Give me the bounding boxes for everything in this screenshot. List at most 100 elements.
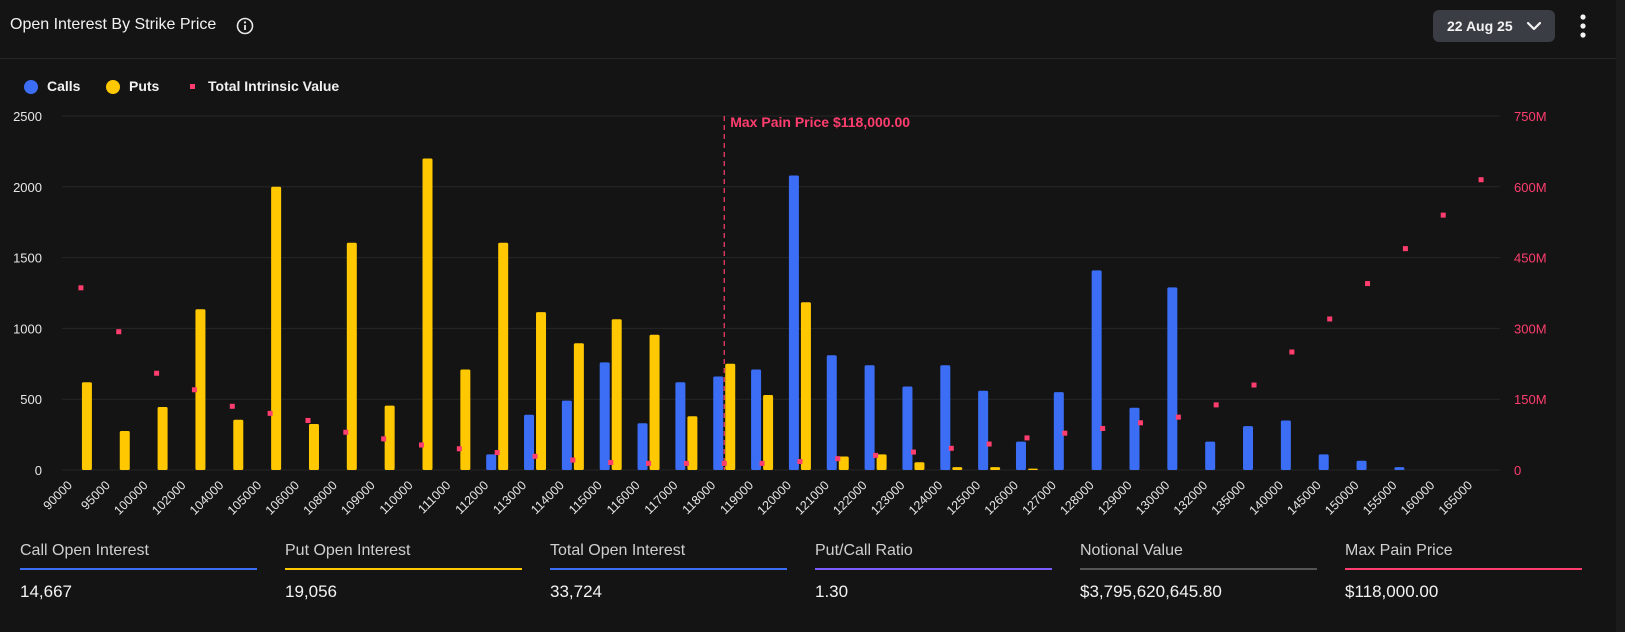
puts-bar bbox=[460, 369, 471, 470]
intrinsic-value-point bbox=[305, 417, 311, 423]
stat-label: Put/Call Ratio bbox=[815, 542, 913, 559]
puts-bar bbox=[763, 394, 774, 470]
intrinsic-value-point bbox=[797, 459, 803, 465]
stat-underline bbox=[285, 568, 522, 570]
puts-bar bbox=[271, 186, 282, 471]
intrinsic-value-point bbox=[1327, 316, 1333, 322]
intrinsic-value-point bbox=[683, 460, 689, 466]
stat-put-open-interest: Put Open Interest 19,056 bbox=[285, 542, 522, 602]
x-tick-label: 122000 bbox=[830, 478, 869, 517]
stat-value: $118,000.00 bbox=[1345, 582, 1439, 601]
calls-bar bbox=[940, 365, 951, 470]
calls-bar bbox=[751, 369, 762, 470]
x-tick-label: 135000 bbox=[1209, 478, 1248, 517]
x-tick-label: 130000 bbox=[1133, 478, 1172, 517]
stat-value: 33,724 bbox=[550, 582, 602, 601]
puts-bar bbox=[914, 462, 925, 470]
puts-bar bbox=[990, 467, 1001, 470]
y-left-tick-label: 500 bbox=[20, 392, 42, 407]
calls-bar bbox=[637, 423, 648, 470]
intrinsic-value-point bbox=[1213, 402, 1219, 408]
stat-max-pain-price: Max Pain Price $118,000.00 bbox=[1345, 542, 1582, 602]
summary-stats: Call Open Interest 14,667 Put Open Inter… bbox=[0, 536, 1616, 632]
x-tick-label: 119000 bbox=[717, 478, 756, 517]
stat-underline bbox=[20, 568, 257, 570]
x-tick-label: 150000 bbox=[1322, 478, 1361, 517]
puts-bar bbox=[498, 242, 509, 470]
intrinsic-value-point bbox=[1100, 425, 1106, 431]
y-left-tick-label: 2500 bbox=[13, 109, 42, 124]
calls-bar bbox=[713, 376, 724, 470]
calls-bar bbox=[599, 362, 610, 470]
stat-underline bbox=[1345, 568, 1582, 570]
calls-bar bbox=[1394, 467, 1405, 470]
x-tick-label: 155000 bbox=[1360, 478, 1399, 517]
puts-bar bbox=[422, 158, 433, 471]
stat-notional-value: Notional Value $3,795,620,645.80 bbox=[1080, 542, 1317, 602]
puts-bar bbox=[800, 302, 811, 470]
calls-bar bbox=[1167, 287, 1178, 470]
stat-underline bbox=[1080, 568, 1317, 570]
intrinsic-value-point bbox=[78, 285, 84, 291]
intrinsic-value-point bbox=[646, 460, 652, 466]
calls-swatch bbox=[24, 80, 38, 94]
calls-bar bbox=[1053, 392, 1064, 470]
calls-bar bbox=[788, 175, 799, 471]
y-right-tick-label: 450M bbox=[1514, 251, 1547, 266]
calls-bar bbox=[1243, 426, 1254, 470]
puts-bar bbox=[573, 343, 584, 470]
x-tick-label: 106000 bbox=[263, 478, 302, 517]
intrinsic-value-point bbox=[873, 452, 879, 458]
y-right-tick-label: 0 bbox=[1514, 463, 1521, 478]
puts-bar bbox=[687, 416, 698, 470]
x-tick-label: 113000 bbox=[490, 478, 529, 517]
puts-bar bbox=[119, 431, 130, 470]
intrinsic-value-point bbox=[1251, 382, 1257, 388]
x-tick-label: 114000 bbox=[528, 478, 567, 517]
y-left-tick-label: 1500 bbox=[13, 251, 42, 266]
x-tick-label: 105000 bbox=[225, 478, 264, 517]
puts-bar bbox=[233, 419, 244, 470]
calls-bar bbox=[561, 400, 572, 470]
intrinsic-value-point bbox=[948, 445, 954, 451]
y-left-tick-label: 0 bbox=[35, 463, 42, 478]
intrinsic-value-point bbox=[986, 441, 992, 447]
x-tick-label: 117000 bbox=[642, 478, 681, 517]
x-tick-label: 127000 bbox=[1020, 478, 1059, 517]
x-tick-label: 126000 bbox=[982, 478, 1021, 517]
max-pain-label: Max Pain Price $118,000.00 bbox=[730, 114, 910, 130]
more-options-icon[interactable] bbox=[1575, 12, 1591, 42]
x-tick-label: 125000 bbox=[944, 478, 983, 517]
intrinsic-value-point bbox=[1062, 430, 1068, 436]
intrinsic-value-point bbox=[116, 329, 122, 335]
open-interest-chart: 0 500 1000 1500 2000 2500 0 150M 300M 450M 600M 750… bbox=[13, 109, 1547, 518]
x-tick-label: 128000 bbox=[1057, 478, 1096, 517]
stat-value: 19,056 bbox=[285, 582, 337, 601]
puts-bar bbox=[876, 454, 887, 470]
x-tick-label: 111000 bbox=[415, 478, 453, 516]
expiry-date-dropdown[interactable]: 22 Aug 25 bbox=[1433, 10, 1555, 42]
stat-total-open-interest: Total Open Interest 33,724 bbox=[550, 542, 787, 602]
chevron-down-icon bbox=[1526, 21, 1542, 31]
stat-put-call-ratio: Put/Call Ratio 1.30 bbox=[815, 542, 1052, 602]
intrinsic-value-point bbox=[835, 456, 841, 462]
calls-bar bbox=[675, 382, 686, 470]
info-icon[interactable] bbox=[236, 17, 254, 35]
puts-swatch bbox=[106, 80, 120, 94]
scrollbar[interactable] bbox=[1616, 0, 1625, 632]
calls-bar bbox=[486, 454, 497, 470]
intrinsic-value-point bbox=[191, 387, 197, 393]
intrinsic-value-point bbox=[1365, 281, 1371, 287]
legend-label-calls: Calls bbox=[47, 78, 81, 94]
puts-bar bbox=[157, 406, 168, 470]
y-right-tick-label: 300M bbox=[1514, 321, 1547, 336]
intrinsic-value-point bbox=[532, 453, 538, 459]
puts-bar bbox=[952, 467, 963, 470]
x-tick-label: 102000 bbox=[149, 478, 188, 517]
x-tick-label: 109000 bbox=[338, 478, 377, 517]
x-tick-label: 129000 bbox=[1095, 478, 1134, 517]
calls-bar bbox=[826, 355, 837, 470]
intrinsic-value-point bbox=[456, 446, 462, 452]
calls-bar bbox=[978, 390, 989, 470]
